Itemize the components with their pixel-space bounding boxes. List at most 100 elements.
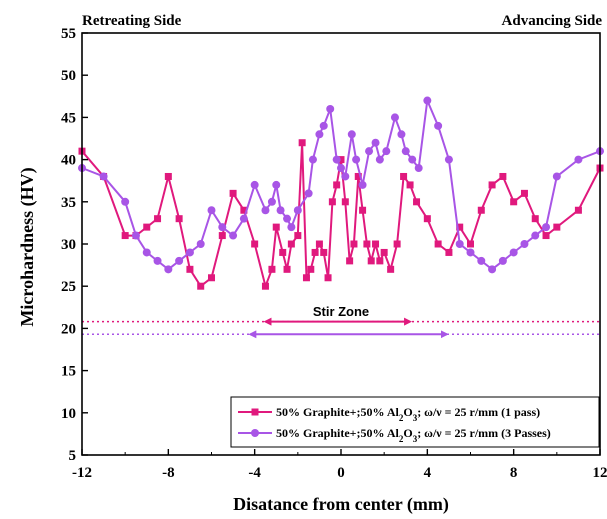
series-1-point-42 [387,265,395,273]
series-1-point-52 [477,206,485,214]
series-1-point-39 [372,240,380,248]
series-1-point-33 [346,257,354,265]
plot-area [78,96,604,339]
x-axis-title: Disatance from center (mm) [233,494,449,515]
y-tick-label-10: 10 [61,406,76,422]
legend-square-marker [251,408,259,416]
axes: 5 10 15 20 25 30 35 40 45 50 55 -12 -8 -4 0 4 8 12 [61,26,607,481]
series-1-point-56 [520,189,528,197]
stir-zone-label: Stir Zone [313,304,369,319]
series-1-point-2 [121,232,129,240]
series-2-point-12 [229,231,238,240]
series-1-point-9 [197,282,205,290]
series-1-point-43 [393,240,401,248]
legend-label-1: 50% Graphite+;50% Al2O3; ω/ν = 25 r/mm (… [276,405,540,423]
series-1-point-15 [261,282,269,290]
series-1-point-24 [307,265,315,273]
series-1-point-44 [400,172,408,180]
series-2-point-20 [287,223,296,232]
series-2-point-27 [332,155,341,164]
series-1-point-13 [240,206,248,214]
series-1-point-45 [406,181,414,189]
series-1-point-58 [542,232,550,240]
series-2-point-15 [261,206,270,215]
series-2-point-31 [352,155,361,164]
series-2-point-51 [520,240,529,248]
series-1-point-26 [315,240,323,248]
series-2-point-46 [466,248,475,257]
series-1-point-7 [175,215,183,223]
series-1-point-25 [311,248,319,256]
legend-circle-marker [251,429,259,437]
x-tick-label--12: -12 [72,465,92,481]
series-1-point-18 [279,248,287,256]
series-2-point-53 [542,223,551,232]
y-tick-label-5: 5 [69,448,77,464]
series-1-point-6 [164,172,172,180]
series-2-point-38 [397,130,406,139]
series-2-point-44 [444,155,453,164]
series-2-point-21 [293,206,302,215]
series-1-point-23 [302,274,310,282]
series-1-point-17 [272,223,280,231]
series-2-point-47 [477,256,486,265]
x-tick-label--8: -8 [162,465,175,481]
y-tick-label-15: 15 [61,364,76,380]
series-2-point-28 [337,164,345,173]
series-1-point-53 [488,181,496,189]
series-1-point-54 [499,172,507,180]
y-tick-label-50: 50 [61,68,76,84]
series-2-point-52 [531,231,540,240]
series-2-point-40 [408,155,417,164]
series-1-point-48 [434,240,442,248]
series-2-point-9 [196,240,205,248]
series-1-point-19 [283,265,291,273]
y-tick-label-25: 25 [61,279,76,295]
series-1-point-14 [251,240,259,248]
series-1-point-49 [445,248,453,256]
series-2-point-26 [326,104,335,113]
series-2-point-32 [358,180,367,189]
series-2-point-10 [207,206,216,215]
series-1-point-55 [510,198,518,206]
series-2-point-23 [308,155,317,164]
series-2-point-13 [239,214,248,223]
x-tick-label-4: 4 [424,465,432,481]
series-2-point-11 [218,223,227,232]
series-1-point-37 [363,240,371,248]
series-2-point-17 [272,180,281,189]
series-1-point-47 [423,215,431,223]
series-1-point-8 [186,265,194,273]
series-2-point-3 [131,231,140,240]
series-2-point-8 [185,248,194,257]
series-1-point-59 [553,223,561,231]
y-tick-label-55: 55 [61,26,76,42]
series-1-point-40 [376,257,384,265]
x-tick-label--4: -4 [248,465,261,481]
series-2-point-42 [423,96,432,105]
series-2-point-29 [341,172,350,181]
legend-label-2: 50% Graphite+;50% Al2O3; ω/ν = 25 r/mm (… [276,426,551,444]
series-1-point-10 [208,274,215,282]
series-1-point-20 [287,240,295,248]
y-tick-label-35: 35 [61,195,76,211]
y-tick-label-30: 30 [61,237,76,253]
series-2-point-1 [99,172,108,181]
series-1-point-29 [328,198,336,206]
series-2-point-14 [250,180,259,189]
legend: 50% Graphite+;50% Al2O3; ω/ν = 25 r/mm (… [230,396,600,448]
series-2-point-34 [371,138,380,147]
series-2-point-2 [121,197,130,206]
series-1-point-31 [337,156,345,164]
x-tick-label-8: 8 [510,465,518,481]
series-2-point-41 [414,164,423,173]
advancing-side-label: Advancing Side [502,13,603,29]
x-tick-label-12: 12 [593,465,607,481]
series-2-point-30 [347,130,356,139]
series-1-point-32 [341,198,349,206]
series-2-point-54 [552,172,561,181]
series-2-point-35 [375,155,384,164]
series-1-point-51 [467,240,474,248]
series-2-point-22 [304,189,313,198]
